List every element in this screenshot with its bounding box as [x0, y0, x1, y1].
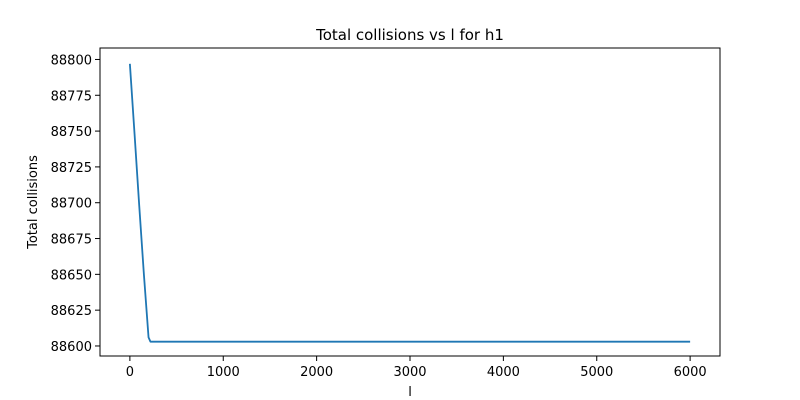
y-axis-label: Total collisions	[26, 155, 41, 250]
y-tick-label: 88775	[51, 89, 92, 104]
y-tick-label: 88625	[51, 304, 92, 319]
y-axis: 88600 88625 88650 88675 88700 88725 88750 88775…	[51, 53, 100, 355]
y-tick-label: 88800	[51, 53, 92, 68]
series-line	[128, 63, 691, 343]
x-axis-label: l	[408, 385, 412, 400]
y-tick-label: 88650	[51, 268, 92, 283]
y-tick-label: 88700	[51, 197, 92, 212]
x-tick-label: 1000	[207, 365, 240, 380]
x-tick-label: 6000	[674, 365, 707, 380]
x-axis: 0 1000 2000 3000 4000 5000 6000	[126, 356, 707, 380]
y-tick-label: 88725	[51, 161, 92, 176]
plot-area-frame	[99, 47, 721, 357]
x-tick-label: 5000	[580, 365, 613, 380]
y-tick-label: 88675	[51, 233, 92, 248]
y-tick-label: 88750	[51, 125, 92, 140]
x-tick-label: 3000	[393, 365, 426, 380]
x-tick-label: 2000	[300, 365, 333, 380]
y-tick-label: 88600	[51, 340, 92, 355]
x-tick-label: 4000	[487, 365, 520, 380]
chart-title: Total collisions vs l for h1	[315, 26, 504, 44]
series-layer	[128, 63, 691, 343]
x-tick-label: 0	[126, 365, 134, 380]
